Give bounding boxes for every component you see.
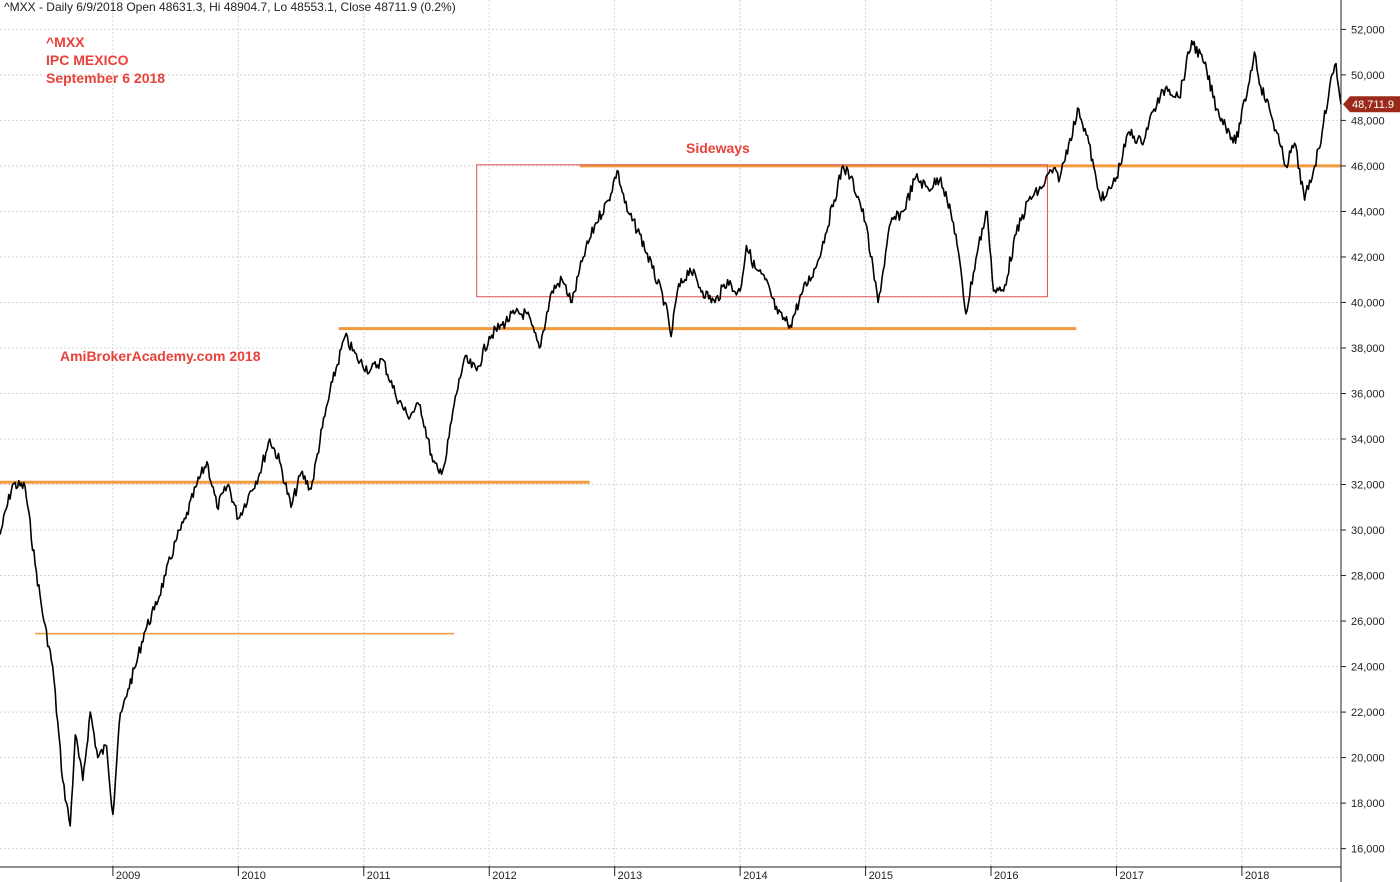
index-name-label: IPC MEXICO bbox=[46, 52, 129, 68]
support-resistance-lines bbox=[0, 164, 1341, 635]
y-tick-label: 40,000 bbox=[1351, 297, 1385, 309]
y-tick-label: 18,000 bbox=[1351, 798, 1385, 810]
x-tick-label: 2014 bbox=[743, 870, 767, 882]
x-tick-label: 2010 bbox=[241, 870, 265, 882]
chart-header: ^MXX - Daily 6/9/2018 Open 48631.3, Hi 4… bbox=[4, 0, 456, 14]
y-tick-label: 16,000 bbox=[1351, 844, 1385, 856]
x-tick-label: 2009 bbox=[116, 870, 140, 882]
sideways-range-box bbox=[476, 164, 1048, 298]
y-tick-label: 52,000 bbox=[1351, 24, 1385, 36]
y-tick-label: 28,000 bbox=[1351, 571, 1385, 583]
y-tick-label: 32,000 bbox=[1351, 480, 1385, 492]
symbol-label: ^MXX bbox=[46, 34, 85, 50]
y-tick-label: 48,000 bbox=[1351, 115, 1385, 127]
x-tick-label: 2016 bbox=[994, 870, 1018, 882]
x-tick-label: 2012 bbox=[492, 870, 516, 882]
chart-grid bbox=[0, 0, 1341, 868]
y-tick-label: 22,000 bbox=[1351, 707, 1385, 719]
y-axis-ticks: 16,000 18,000 20,000 22,000 24,000 26,000 28,0… bbox=[1341, 24, 1385, 856]
y-tick-label: 38,000 bbox=[1351, 343, 1385, 355]
y-tick-label: 26,000 bbox=[1351, 616, 1385, 628]
y-tick-label: 42,000 bbox=[1351, 252, 1385, 264]
y-tick-label: 30,000 bbox=[1351, 525, 1385, 537]
date-label: September 6 2018 bbox=[46, 70, 166, 86]
last-value-badge: 48,711.9 bbox=[1343, 96, 1400, 113]
x-tick-label: 2013 bbox=[618, 870, 642, 882]
x-axis-ticks: 2009 2010 2011 2012 2013 2014 2015 2016 2017 2018 bbox=[0, 866, 1341, 882]
y-tick-label: 50,000 bbox=[1351, 70, 1385, 82]
y-tick-label: 46,000 bbox=[1351, 161, 1385, 173]
watermark-label: AmiBrokerAcademy.com 2018 bbox=[60, 348, 261, 364]
x-tick-label: 2011 bbox=[367, 870, 391, 882]
price-series-line bbox=[0, 40, 1342, 827]
y-tick-label: 24,000 bbox=[1351, 662, 1385, 674]
sideways-label: Sideways bbox=[686, 140, 750, 156]
x-tick-label: 2018 bbox=[1245, 870, 1269, 882]
y-tick-label: 36,000 bbox=[1351, 388, 1385, 400]
y-tick-label: 20,000 bbox=[1351, 753, 1385, 765]
y-tick-label: 44,000 bbox=[1351, 206, 1385, 218]
x-tick-label: 2017 bbox=[1119, 870, 1143, 882]
x-tick-label: 2015 bbox=[869, 870, 893, 882]
y-tick-label: 34,000 bbox=[1351, 434, 1385, 446]
last-value-badge-shape bbox=[1343, 96, 1400, 113]
last-value-label: 48,711.9 bbox=[1352, 99, 1394, 111]
